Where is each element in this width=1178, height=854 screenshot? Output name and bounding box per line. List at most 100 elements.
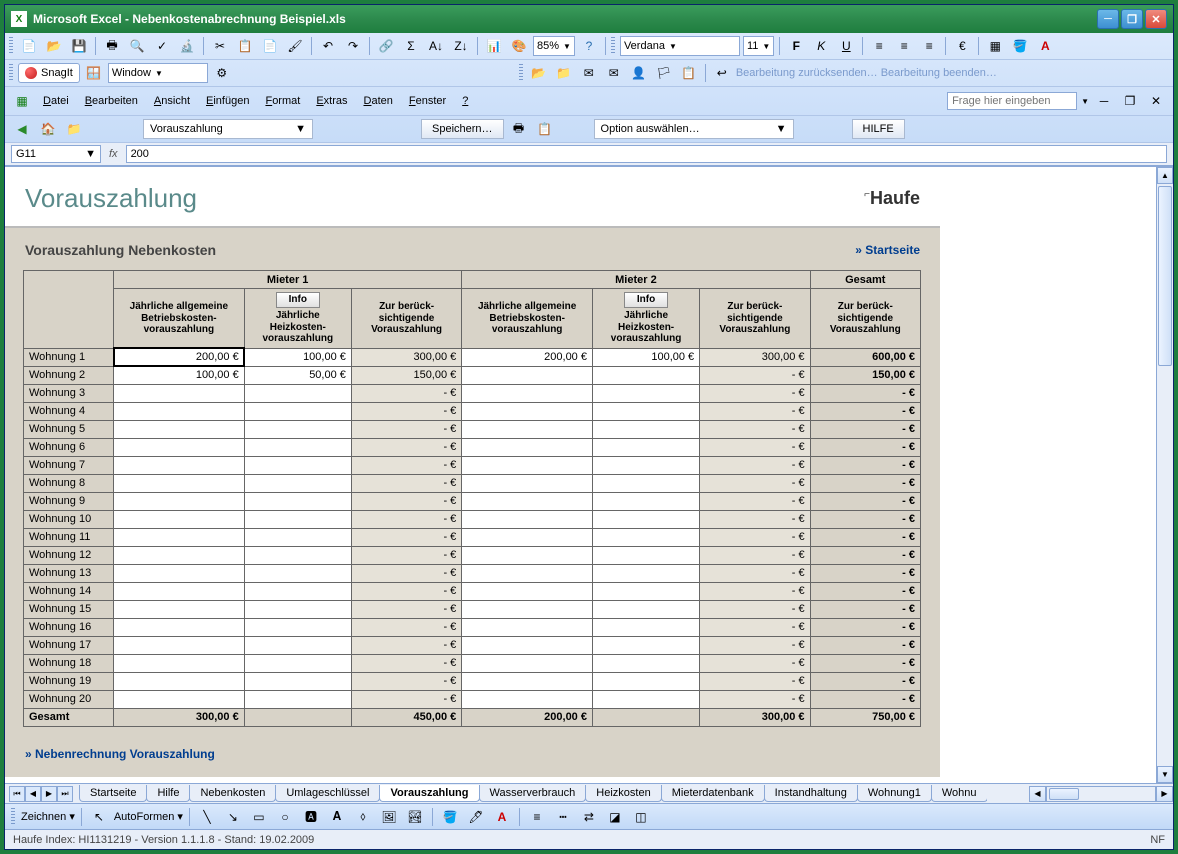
table-cell[interactable]: - € (700, 366, 810, 384)
table-cell[interactable]: - € (810, 528, 920, 546)
nav-back-icon[interactable]: ◀ (11, 118, 33, 140)
new-icon[interactable]: 📄 (18, 35, 40, 57)
contact-icon[interactable]: 👤 (628, 62, 650, 84)
table-cell[interactable]: - € (351, 402, 461, 420)
table-cell[interactable]: 600,00 € (810, 348, 920, 366)
table-cell[interactable]: - € (700, 618, 810, 636)
wordart-icon[interactable]: 𝐀 (326, 806, 348, 828)
table-cell[interactable]: - € (351, 582, 461, 600)
table-cell[interactable]: - € (351, 564, 461, 582)
table-cell[interactable] (114, 618, 245, 636)
table-cell[interactable]: - € (700, 438, 810, 456)
textbox-icon[interactable]: 🅰 (300, 806, 322, 828)
table-cell[interactable]: - € (700, 654, 810, 672)
table-cell[interactable] (462, 492, 593, 510)
table-cell[interactable]: 300,00 € (351, 348, 461, 366)
hyperlink-icon[interactable]: 🔗 (375, 35, 397, 57)
open-icon[interactable]: 📂 (43, 35, 65, 57)
sheet-tab-umlageschlüssel[interactable]: Umlageschlüssel (275, 785, 380, 802)
table-cell[interactable] (592, 492, 699, 510)
align-center-icon[interactable]: ≡ (893, 35, 915, 57)
fill-color-icon[interactable]: 🪣 (1009, 35, 1031, 57)
table-cell[interactable]: - € (810, 402, 920, 420)
save-icon[interactable]: 💾 (68, 35, 90, 57)
tab-prev-icon[interactable]: ◀ (25, 786, 41, 802)
menu-?[interactable]: ? (454, 93, 476, 109)
table-cell[interactable] (114, 672, 245, 690)
dash-style-icon[interactable]: ┅ (552, 806, 574, 828)
table-cell[interactable] (244, 402, 351, 420)
table-cell[interactable]: - € (351, 600, 461, 618)
table-cell[interactable] (592, 636, 699, 654)
sheet-tab-instandhaltung[interactable]: Instandhaltung (764, 785, 858, 802)
menu-einfügen[interactable]: Einfügen (198, 93, 257, 109)
table-cell[interactable] (592, 690, 699, 708)
folder-icon[interactable]: 📁 (553, 62, 575, 84)
snagit-window-icon[interactable]: 🪟 (83, 62, 105, 84)
table-cell[interactable]: - € (810, 384, 920, 402)
table-cell[interactable] (592, 672, 699, 690)
table-cell[interactable] (244, 564, 351, 582)
line-icon[interactable]: ╲ (196, 806, 218, 828)
table-cell[interactable] (244, 438, 351, 456)
fill-bucket-icon[interactable]: 🪣 (439, 806, 461, 828)
table-cell[interactable]: 200,00 € (462, 348, 593, 366)
font-color-icon[interactable]: A (1034, 35, 1056, 57)
doc-close-icon[interactable]: ✕ (1145, 90, 1167, 112)
table-cell[interactable] (462, 546, 593, 564)
table-cell[interactable] (462, 402, 593, 420)
minimize-button[interactable]: ─ (1097, 9, 1119, 29)
sheet-tab-nebenkosten[interactable]: Nebenkosten (189, 785, 276, 802)
copy-icon[interactable]: 📋 (234, 35, 256, 57)
table-cell[interactable] (462, 654, 593, 672)
save-button[interactable]: Speichern… (421, 119, 504, 139)
table-cell[interactable]: - € (700, 420, 810, 438)
excel-doc-icon[interactable]: ▦ (11, 90, 33, 112)
table-cell[interactable]: - € (351, 474, 461, 492)
table-cell[interactable] (462, 618, 593, 636)
table-cell[interactable]: - € (810, 672, 920, 690)
table-cell[interactable] (592, 384, 699, 402)
table-cell[interactable] (244, 456, 351, 474)
clipart-icon[interactable]: 🖼 (378, 806, 400, 828)
table-cell[interactable] (592, 528, 699, 546)
table-cell[interactable]: 300,00 € (700, 348, 810, 366)
table-cell[interactable] (244, 492, 351, 510)
underline-icon[interactable]: U (835, 35, 857, 57)
vertical-scrollbar[interactable]: ▲ ▼ (1156, 167, 1173, 783)
table-cell[interactable]: - € (700, 510, 810, 528)
font-color-draw-icon[interactable]: A (491, 806, 513, 828)
print-icon[interactable]: 🖶 (101, 35, 123, 57)
table-cell[interactable]: - € (351, 384, 461, 402)
help-icon[interactable]: ? (578, 35, 600, 57)
scroll-thumb[interactable] (1158, 186, 1172, 366)
table-cell[interactable] (114, 564, 245, 582)
table-cell[interactable] (592, 546, 699, 564)
table-cell[interactable] (114, 636, 245, 654)
table-cell[interactable]: - € (351, 420, 461, 438)
table-cell[interactable]: - € (700, 600, 810, 618)
table-cell[interactable] (592, 456, 699, 474)
toolbar-grip[interactable] (11, 808, 15, 826)
tab-first-icon[interactable]: ⏮ (9, 786, 25, 802)
sheet-tab-mieterdatenbank[interactable]: Mieterdatenbank (661, 785, 765, 802)
3d-icon[interactable]: ◫ (630, 806, 652, 828)
font-size-dropdown[interactable]: 11▼ (743, 36, 774, 56)
table-cell[interactable]: - € (810, 690, 920, 708)
table-cell[interactable]: - € (351, 528, 461, 546)
table-cell[interactable]: - € (810, 492, 920, 510)
bottom-link[interactable]: » Nebenrechnung Vorauszahlung (5, 737, 940, 777)
table-cell[interactable] (114, 654, 245, 672)
table-cell[interactable] (462, 438, 593, 456)
table-cell[interactable]: - € (700, 456, 810, 474)
table-cell[interactable] (462, 582, 593, 600)
table-cell[interactable] (462, 420, 593, 438)
table-cell[interactable] (114, 690, 245, 708)
table-cell[interactable] (462, 690, 593, 708)
start-link[interactable]: » Startseite (855, 243, 920, 257)
research-icon[interactable]: 🔬 (176, 35, 198, 57)
snagit-button[interactable]: SnagIt (18, 63, 80, 83)
table-cell[interactable]: 200,00 € (114, 348, 245, 366)
table-cell[interactable] (592, 654, 699, 672)
table-cell[interactable] (592, 474, 699, 492)
